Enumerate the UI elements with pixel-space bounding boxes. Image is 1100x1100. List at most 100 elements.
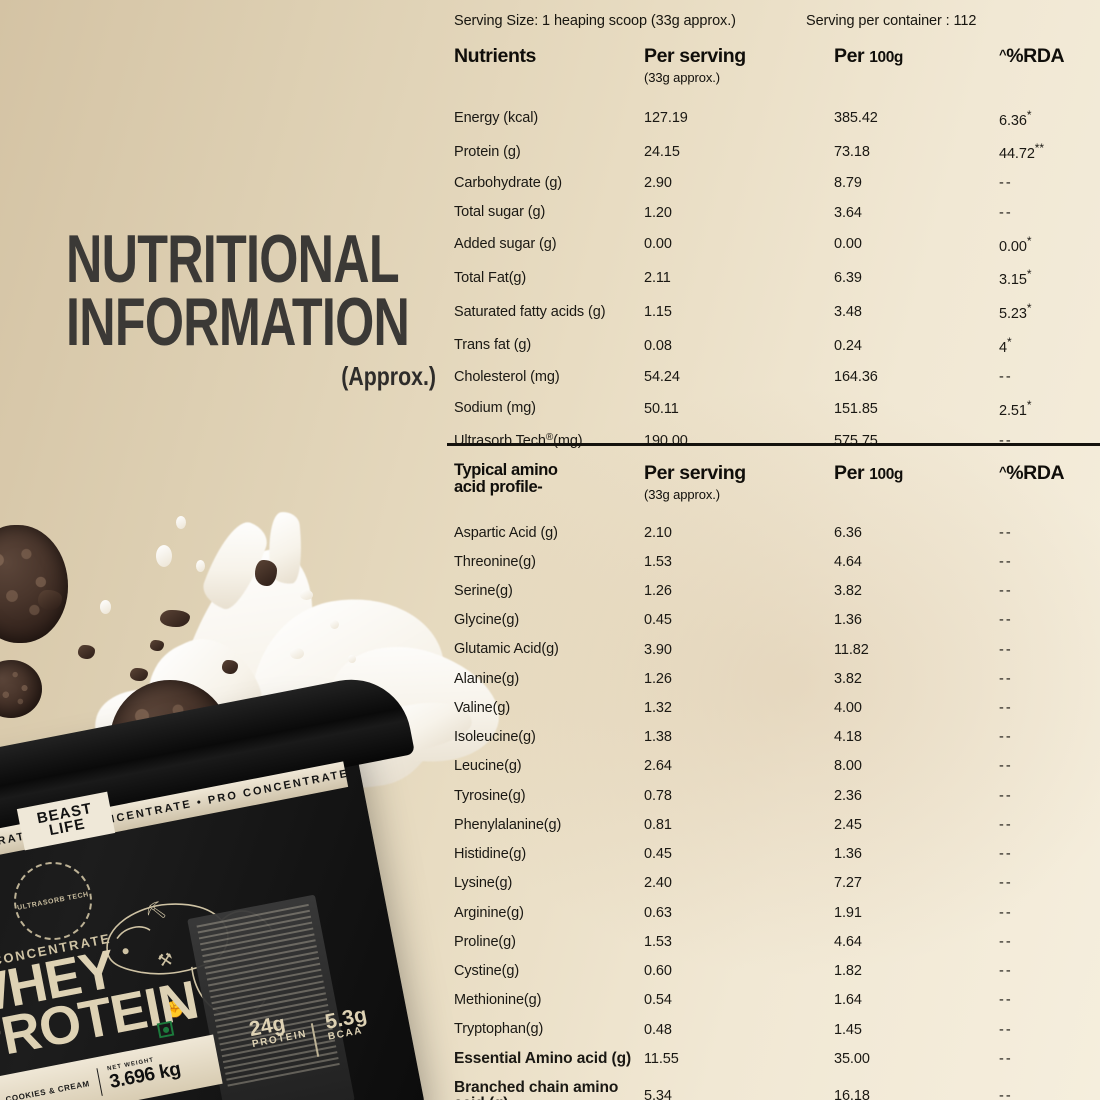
row-per-serving-value: 127.19 bbox=[644, 109, 688, 126]
row-per-100g-value: 1.64 bbox=[834, 992, 862, 1009]
brand-logo: BEAST LIFE bbox=[16, 791, 116, 851]
brand-name-line2: LIFE bbox=[47, 815, 87, 840]
header-per-serving: Per serving (33g approx.) bbox=[644, 45, 834, 101]
section-divider bbox=[447, 443, 1100, 446]
ultrasorb-seal-icon: ULTRASORB TECH bbox=[7, 855, 99, 947]
header-nutrients: Nutrients bbox=[454, 45, 536, 67]
row-per-100g-value: 4.64 bbox=[834, 933, 862, 950]
row-label: Serine(g) bbox=[454, 582, 513, 599]
table-row: Phenylalanine(g) 0.81 2.45 -- bbox=[454, 810, 1100, 839]
row-label: Cholesterol (mg) bbox=[454, 368, 560, 385]
table-row: Branched chain amino acid (g) 5.34 16.18 -- bbox=[454, 1073, 1100, 1100]
table-row: Tryptophan(g) 0.48 1.45 -- bbox=[454, 1015, 1100, 1044]
row-per-serving-value: 24.15 bbox=[644, 143, 680, 160]
amino-table-body: Aspartic Acid (g) 2.10 6.36 -- Threonine(g) 1… bbox=[454, 518, 1100, 1100]
nutrients-section: Nutrients Per serving (33g approx.) Per … bbox=[454, 45, 1100, 456]
row-per-serving-value: 0.08 bbox=[644, 337, 672, 354]
header-rda-text: %RDA bbox=[1006, 462, 1065, 484]
row-label: Glutamic Acid(g) bbox=[454, 641, 559, 658]
row-per-100g-value: 3.48 bbox=[834, 303, 862, 320]
table-row: Added sugar (g) 0.00 0.00 0.00* bbox=[454, 227, 1100, 261]
row-label: Phenylalanine(g) bbox=[454, 816, 562, 833]
row-per-serving-value: 3.90 bbox=[644, 641, 672, 658]
table-row: Energy (kcal) 127.19 385.42 6.36* bbox=[454, 101, 1100, 135]
row-rda-value: 2.51* bbox=[999, 398, 1032, 419]
row-per-serving-value: 1.53 bbox=[644, 933, 672, 950]
table-row: Alanine(g) 1.26 3.82 -- bbox=[454, 664, 1100, 693]
milk-droplet bbox=[176, 516, 186, 529]
page-title-approx: (Approx.) bbox=[341, 361, 436, 392]
row-label: Aspartic Acid (g) bbox=[454, 524, 558, 541]
row-label: Tyrosine(g) bbox=[454, 787, 526, 804]
row-rda-value: -- bbox=[999, 933, 1013, 950]
row-label: Tryptophan(g) bbox=[454, 1021, 544, 1038]
row-per-100g-value: 385.42 bbox=[834, 109, 878, 126]
header-per-serving: Per serving (33g approx.) bbox=[644, 462, 834, 518]
cookie-crumb bbox=[352, 1065, 367, 1078]
row-per-100g-value: 164.36 bbox=[834, 369, 878, 386]
net-weight-caption: NET WEIGHT bbox=[106, 1057, 155, 1073]
row-label: Histidine(g) bbox=[454, 846, 527, 863]
header-rda-caret: ^ bbox=[999, 47, 1007, 62]
header-per-100g: Per 100g bbox=[834, 45, 999, 101]
row-rda-value: -- bbox=[999, 369, 1013, 386]
header-rda-caret: ^ bbox=[999, 464, 1007, 479]
nutrients-table-body: Energy (kcal) 127.19 385.42 6.36* Protein (g… bbox=[454, 101, 1100, 456]
benefit-icon: ⚒ bbox=[149, 948, 186, 991]
table-row: Tyrosine(g) 0.78 2.36 -- bbox=[454, 781, 1100, 810]
table-row: Trans fat (g) 0.08 0.24 4* bbox=[454, 329, 1100, 363]
cookie-crumb bbox=[255, 560, 277, 586]
row-label: Trans fat (g) bbox=[454, 337, 532, 354]
row-per-100g-value: 151.85 bbox=[834, 400, 878, 417]
table-row: Serine(g) 1.26 3.82 -- bbox=[454, 576, 1100, 605]
row-per-serving-value: 0.54 bbox=[644, 992, 672, 1009]
vegetarian-mark-icon bbox=[156, 1020, 175, 1039]
row-per-100g-value: 0.24 bbox=[834, 337, 862, 354]
serving-per-container-text: Serving per container : 112 bbox=[806, 13, 977, 29]
row-per-100g-value: 1.82 bbox=[834, 963, 862, 980]
row-label: Valine(g) bbox=[454, 699, 511, 716]
row-label: Branched chain amino acid (g) bbox=[454, 1078, 619, 1100]
row-per-serving-value: 0.48 bbox=[644, 1021, 672, 1038]
table-row: Sodium (mg) 50.11 151.85 2.51* bbox=[454, 392, 1100, 426]
table-row: Cystine(g) 0.60 1.82 -- bbox=[454, 957, 1100, 986]
cookie-crumb bbox=[350, 860, 376, 880]
page-title-line2: INFORMATION bbox=[66, 283, 410, 360]
row-rda-value: -- bbox=[999, 992, 1013, 1009]
row-label: Lysine(g) bbox=[454, 875, 513, 892]
row-per-serving-value: 5.34 bbox=[644, 1087, 672, 1100]
header-amino-line2: acid profile- bbox=[454, 477, 543, 496]
row-label: Total Fat(g) bbox=[454, 269, 527, 286]
table-row: Methionine(g) 0.54 1.64 -- bbox=[454, 986, 1100, 1015]
row-rda-value: -- bbox=[999, 758, 1013, 775]
row-per-serving-value: 2.11 bbox=[644, 269, 671, 286]
table-row: Leucine(g) 2.64 8.00 -- bbox=[454, 752, 1100, 781]
row-per-serving-value: 0.60 bbox=[644, 963, 672, 980]
serving-info-row: Serving Size: 1 heaping scoop (33g appro… bbox=[454, 13, 1100, 29]
row-per-100g-value: 4.64 bbox=[834, 553, 862, 570]
row-label: Protein (g) bbox=[454, 143, 521, 160]
cookie-crumb bbox=[130, 668, 148, 681]
row-label: Cystine(g) bbox=[454, 963, 520, 980]
page-title: NUTRITIONAL INFORMATION (Approx.) bbox=[66, 225, 436, 392]
table-row: Saturated fatty acids (g) 1.15 3.48 5.23* bbox=[454, 295, 1100, 329]
cookie-crumb bbox=[316, 900, 334, 915]
benefit-icon-column: ⛏ ⚒ ✊ ✋ bbox=[139, 895, 224, 1100]
row-per-serving-value: 1.26 bbox=[644, 583, 672, 600]
nutrients-table: Nutrients Per serving (33g approx.) Per … bbox=[454, 45, 1100, 456]
milk-splash-shape bbox=[233, 584, 463, 806]
table-row: Ultrasorb Tech®(mg) 190.00 575.75 -- bbox=[454, 426, 1100, 456]
milk-splash-shape bbox=[90, 682, 220, 778]
row-per-100g-value: 2.45 bbox=[834, 816, 862, 833]
bcaa-stat-value: 5.3g bbox=[323, 1003, 369, 1034]
row-per-100g-value: 1.45 bbox=[834, 1021, 862, 1038]
row-per-serving-value: 2.10 bbox=[644, 524, 672, 541]
row-per-100g-value: 73.18 bbox=[834, 143, 870, 160]
row-rda-value: -- bbox=[999, 583, 1013, 600]
benefit-glyph: ✊ bbox=[162, 997, 188, 1021]
row-per-100g-value: 2.36 bbox=[834, 787, 862, 804]
row-per-100g-value: 8.00 bbox=[834, 758, 862, 775]
product-name-line2: PROTEIN bbox=[0, 970, 203, 1074]
row-per-100g-value: 0.00 bbox=[834, 236, 862, 253]
